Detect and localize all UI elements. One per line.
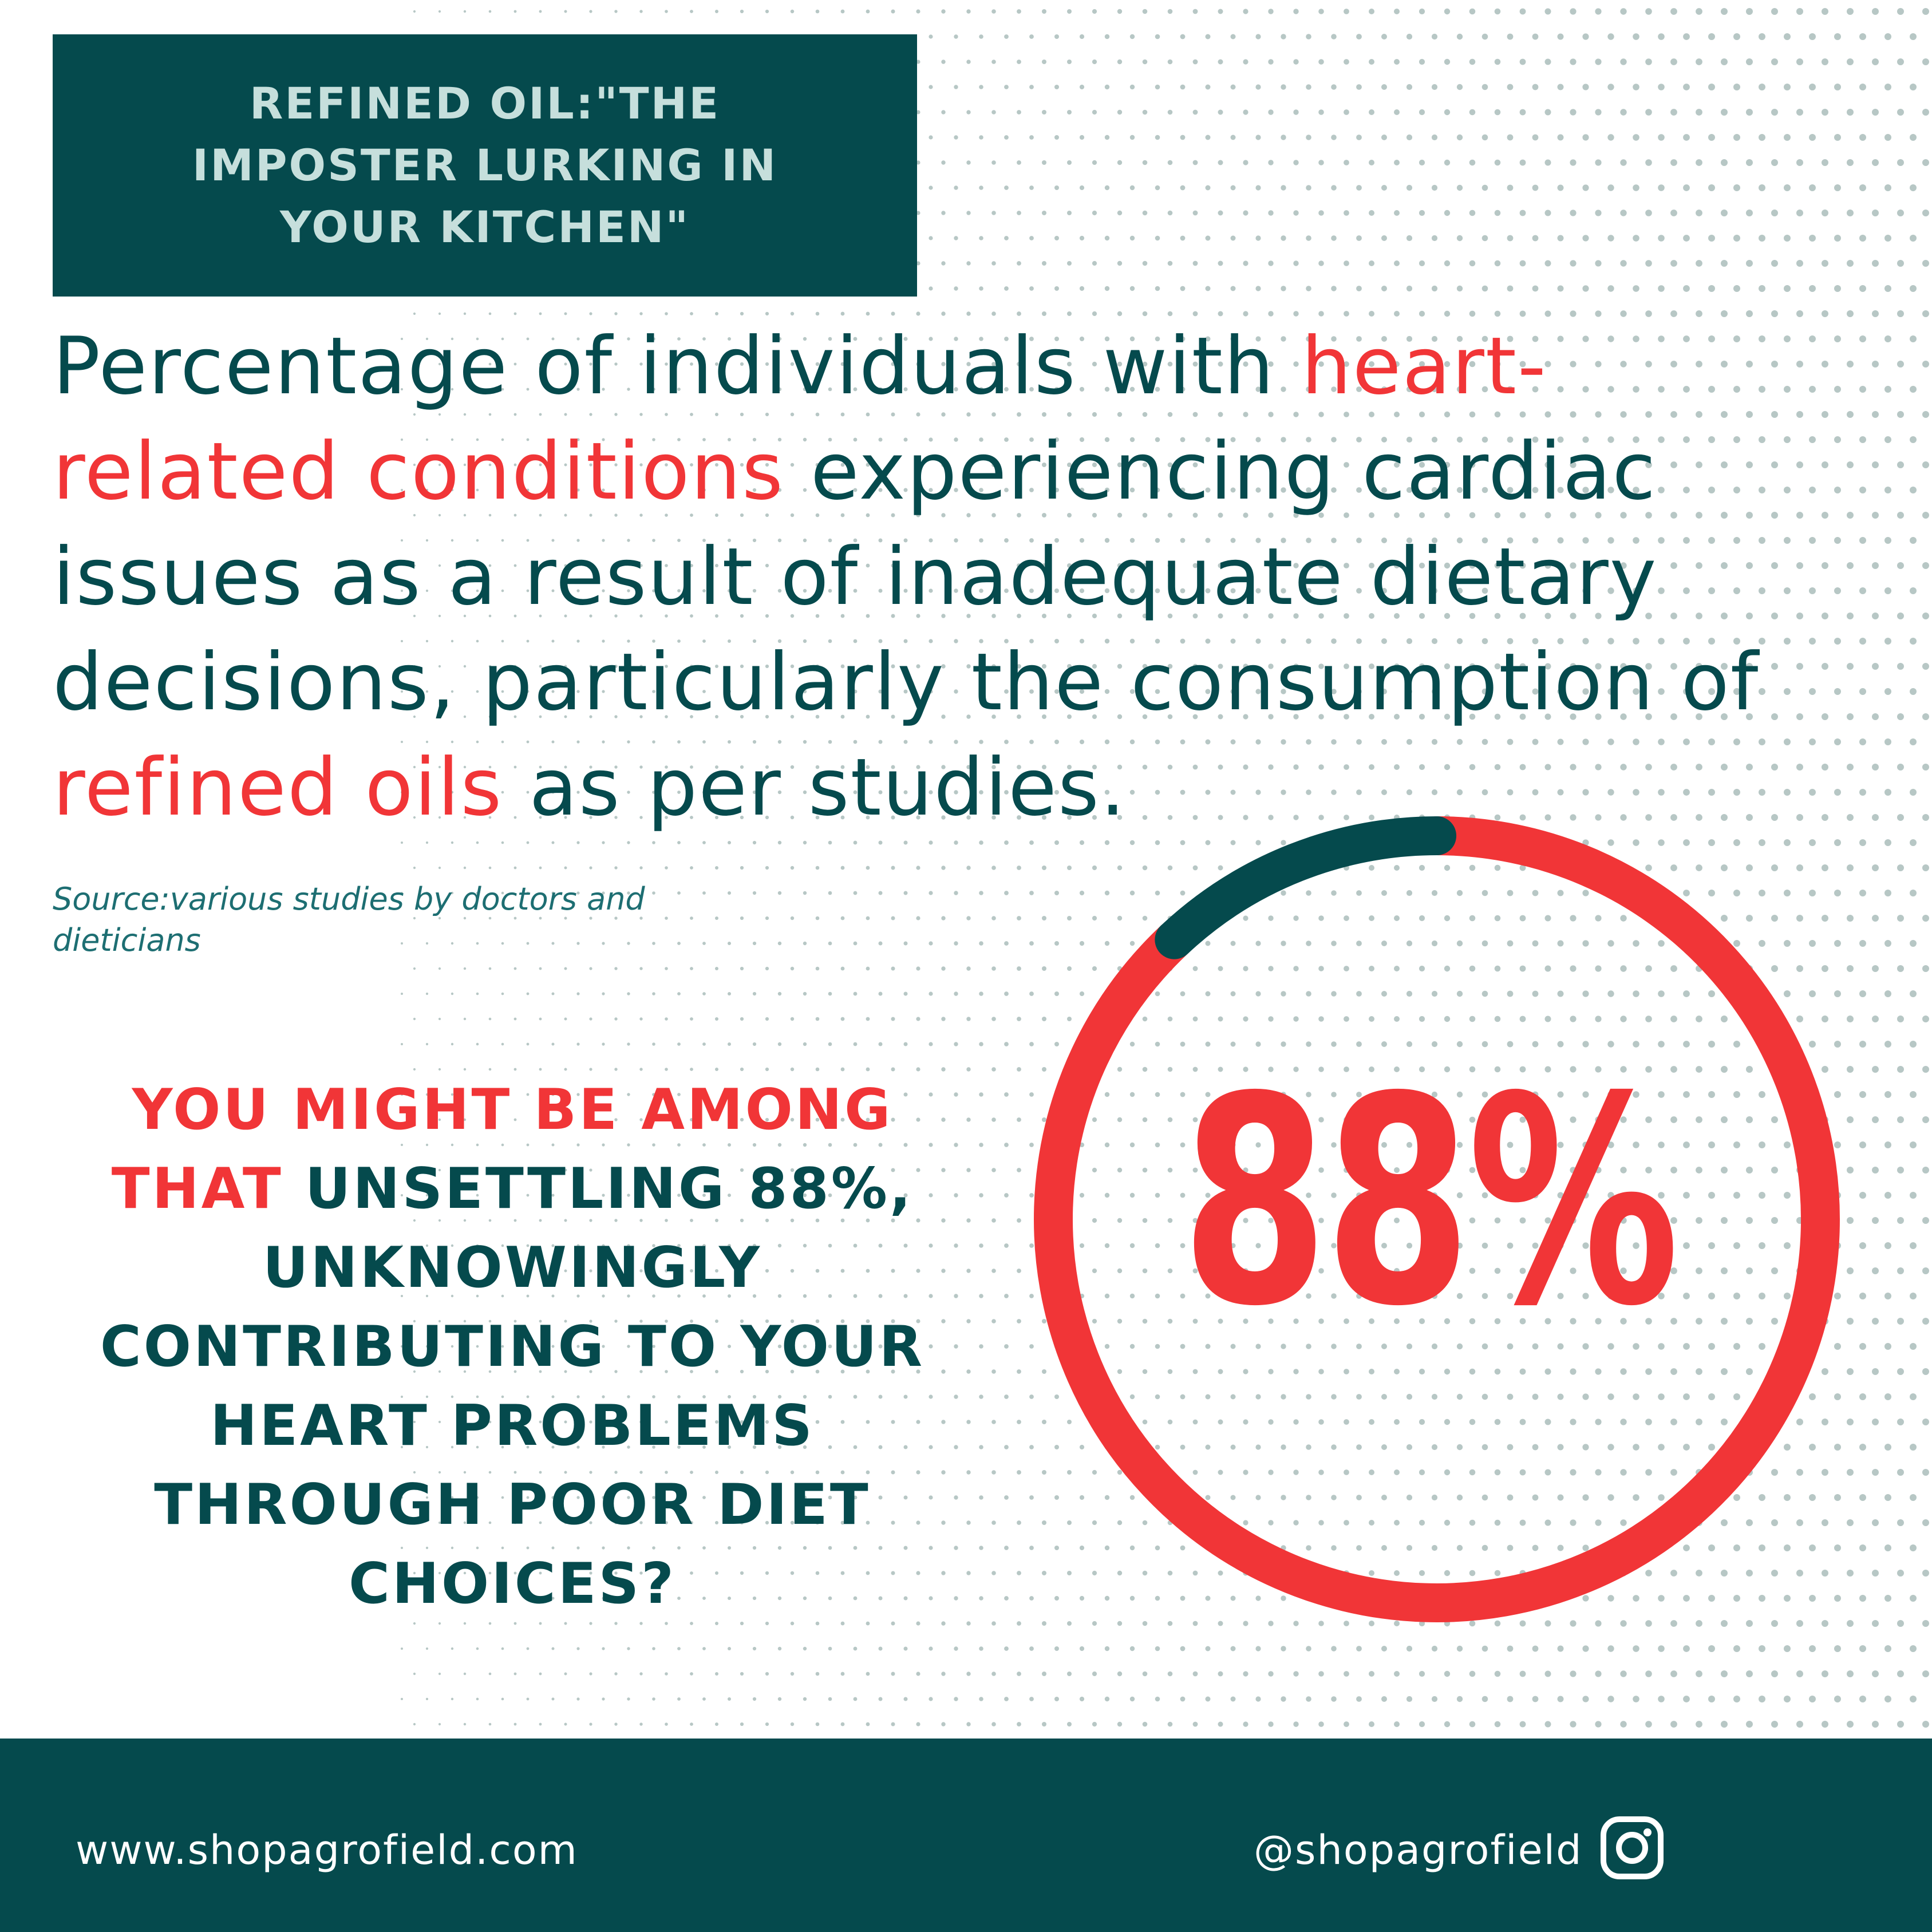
lead-statement: Percentage of individuals with heart-rel… (53, 314, 1787, 840)
lead-highlight-1: heart-related conditions (53, 320, 1547, 517)
question-text: YOU MIGHT BE AMONG THAT UNSETTLING 88%, … (86, 1070, 939, 1623)
header-banner: REFINED OIL:"THE IMPOSTER LURKING IN YOU… (53, 34, 917, 297)
lead-text-1: Percentage of individuals with (53, 320, 1302, 412)
header-line-2: IMPOSTER LURKING IN (192, 140, 778, 191)
header-title: REFINED OIL:"THE IMPOSTER LURKING IN YOU… (127, 73, 843, 258)
question-rest: UNSETTLING 88%, UNKNOWINGLY CONTRIBUTING… (100, 1156, 925, 1617)
footer-bar: www.shopagrofield.com @shopagrofield (0, 1739, 1932, 1932)
header-line-1: REFINED OIL:"THE (249, 78, 721, 129)
lead-highlight-2: refined oils (53, 741, 503, 833)
question-highlight: YOU MIGHT BE AMONG THAT (111, 1077, 893, 1222)
lead-text-2: experiencing cardiac issues as a result … (53, 425, 1760, 728)
lead-text-3: as per studies. (503, 741, 1127, 833)
social-handle[interactable]: @shopagrofield (1254, 1827, 1583, 1874)
donut-slice-teal (1034, 816, 1840, 1622)
website-link[interactable]: www.shopagrofield.com (76, 1827, 578, 1874)
header-line-3: YOUR KITCHEN" (279, 202, 690, 252)
donut-center-label: 88% (1181, 1036, 1680, 1369)
source-note: Source:various studies by doctors and di… (53, 881, 645, 958)
donut-chart (1034, 816, 1840, 1622)
instagram-icon[interactable] (1600, 1816, 1664, 1880)
